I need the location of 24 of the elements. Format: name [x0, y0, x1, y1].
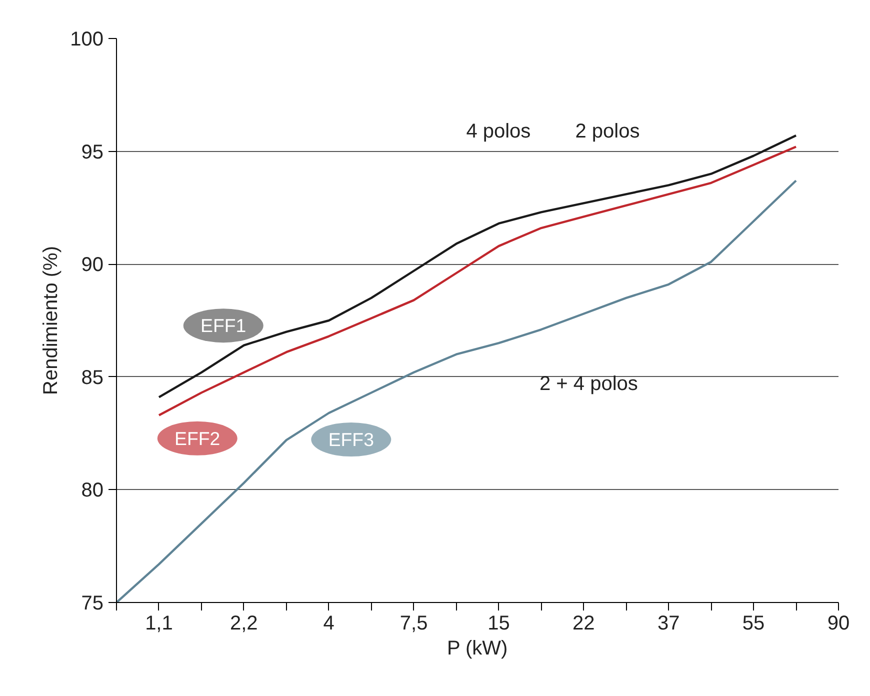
- y-tick-label: 85: [81, 366, 104, 389]
- y-tick-label: 95: [81, 141, 104, 164]
- x-tick-label: 4: [323, 612, 334, 634]
- x-tick-label: 37: [657, 612, 680, 634]
- y-tick-label: 100: [70, 28, 104, 50]
- x-tick-label: 55: [742, 612, 765, 634]
- x-tick-label: 1,1: [145, 612, 173, 634]
- annotation: EFF1: [200, 315, 246, 336]
- x-tick-label: 7,5: [400, 612, 428, 634]
- y-axis-title: Rendimiento (%): [40, 246, 62, 395]
- annotation: 2 + 4 polos: [539, 372, 638, 395]
- x-axis-title: P (kW): [446, 638, 508, 660]
- annotation: 4 polos: [466, 120, 531, 143]
- y-tick-label: 90: [81, 254, 104, 276]
- x-tick-label: 2,2: [230, 612, 258, 634]
- x-tick-label: 22: [572, 612, 595, 634]
- x-tick-label: 90: [827, 612, 850, 634]
- annotation: EFF2: [174, 428, 220, 449]
- y-tick-label: 80: [81, 480, 104, 502]
- x-tick-label: 15: [488, 612, 510, 634]
- annotation: 2 polos: [575, 120, 640, 143]
- line-series: [116, 180, 798, 602]
- annotation: EFF3: [328, 429, 374, 450]
- y-tick-label: 75: [81, 592, 104, 614]
